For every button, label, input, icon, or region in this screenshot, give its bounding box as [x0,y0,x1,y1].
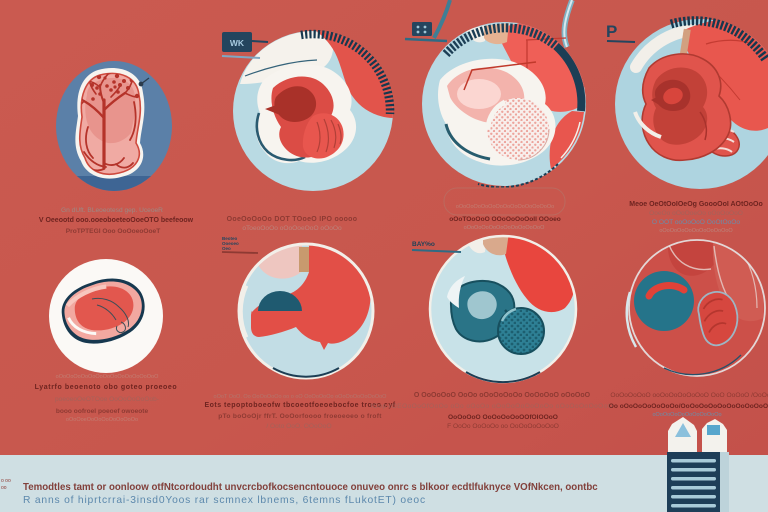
svg-text:OoeOoOoOo DOT TOoeO IPO ooooo: OoeOoOoOo DOT TOoeO IPO ooooo [227,216,358,223]
svg-text:Oeo: Oeo [222,246,231,251]
svg-text:oOoOoOoOoOoOoOoOoOoOoOoOoOoO: oOoOoOoOoOoOoOoOoOoOoOoOoOoO [56,374,159,380]
svg-text:ProTPTEGI Ooo OoOoeoOoeT: ProTPTEGI Ooo OoOoeoOoeT [66,228,161,235]
svg-text:P: P [606,22,617,41]
svg-text:Beoteo: Beoteo [222,236,238,241]
svg-text:OoOoOoOoO ooOoOoOoOoOoO OoO Oo: OoOoOoOoO ooOoOoOoOoOoO OoO OoOoO /OoOoO [610,392,768,399]
svg-text:O OoOoOoO OoOo oOoOoOoOo OoOoO: O OoOoOoO OoOo oOoOoOoOo OoOoOoO oOoOoO [414,392,591,399]
svg-text:F OoOo OoOoOo oo OoOoOoOoOoO: F OoOo OoOoOo oo OoOoOoOoOoO [447,423,559,430]
svg-text:oOoOoOoOoOoOoOoOoOo: oOoOoOoOoOoOoOoOoOo [652,412,721,418]
svg-text:oToeoOoOo oOoOoeOoO oOoOo: oToeoOoOo oOoOoeOoO oOoOo [242,225,342,232]
svg-text:R anns of hiprtcrrai-3insd0Yoo: R anns of hiprtcrrai-3insd0Yoos rar scmn… [23,495,426,506]
svg-text:poeoeoOeOTOoe OoOoOoOoOob-: poeoeoOeOTOoe OoOoOoOoOob- [55,396,159,403]
svg-text:Gn dUft. BLeoeotesd gep. Uceoe: Gn dUft. BLeoeotesd gep. UceoeR [61,207,163,214]
svg-text:BAY%o: BAY%o [412,241,435,248]
svg-text:o oo: o oo [1,478,11,484]
svg-text:V Oeeootd ooo.ooeoboeteoOoeOTO: V Oeeootd ooo.ooeoboeteoOoeOTO beefeoow [39,217,194,224]
svg-text:Ooeoeo: Ooeoeo [222,241,239,246]
svg-text:WK: WK [230,38,245,48]
svg-text:Temodtles tamt or oonloow otfN: Temodtles tamt or oonloow otfNtcordoudht… [23,482,598,493]
svg-text:oOoT OoO. Oo OoOoOoOo oo o oO: oOoT OoO. Oo OoOoOoOo oo o oO OoOoOoOo o… [214,394,388,400]
svg-text:fOop-rOEOoOoOfOoOo oOo oOoOo o: fOop-rOEOoOoOfOoOo oOo oOoOo oOoOoOoOoOo… [371,403,614,410]
svg-text:Meoe OeOtOoIOeOg GoooOoI AOtOo: Meoe OeOtOoIOeOg GoooOoI AOtOoOo [629,201,763,208]
svg-text:Oo oOoOoOoOoOoOo/OoOoOoOoOoOoO: Oo oOoOoOoOoOoOo/OoOoOoOoOoOoOoOoOoOoO [609,403,768,410]
svg-text:oo: oo [1,485,7,491]
svg-text:Eots tepoptoboeofw tbcoeotfoeo: Eots tepoptoboeofw tbcoeotfoeoebocfoe tr… [204,402,395,409]
svg-text:/ Ooto OoO. OOoOoO: / Ooto OoO. OOoOoO [266,423,331,430]
svg-text:booo oofroel poeoef owoeote: booo oofroel poeoef owoeote [56,408,149,415]
svg-text:OoOoOoO OoOoOoOoOOfOIOOoO: OoOoOoO OoOoOoOoOOfOIOOoO [448,414,558,421]
svg-text:oOoOoOoOoOoOoOoOoOoOoO: oOoOoOoOoOoOoOoOoOoOoO [464,225,545,231]
svg-text:oOoOoOoOoOoOoOoOoOoOoOoOoOo: oOoOoOoOoOoOoOoOoOoOoOoOoOo [456,204,554,210]
svg-text:oOoTOoOoO OOoOoOoOoII OOoeo: oOoTOoOoO OOoOoOoOoII OOoeo [449,216,561,223]
svg-text:oOoOoeOoOoOoOoOoOoOo: oOoOoeOoOoOoOoOoOoOo [66,417,138,423]
svg-text:Lyatrfo beoenoto obo goteo pro: Lyatrfo beoenoto obo goteo proeoeo [35,384,178,391]
svg-text:pTo boOoOjr ffrT. OoOorfoooo f: pTo boOoOjr ffrT. OoOorfoooo froeoeoeo o… [218,413,382,420]
svg-text:OoeOo oOoOoeOo oOoOoOoO: OoeOo oOoOoeOo oOoOoOoO [649,210,743,217]
svg-text:O OOT ooOoOoO OoOtOoOo: O OOT ooOoOoO OoOtOoOo [652,219,741,226]
svg-text:oOoOoOoOoOoOoOoOoOoO: oOoOoOoOoOoOoOoOoOoO [659,228,733,234]
